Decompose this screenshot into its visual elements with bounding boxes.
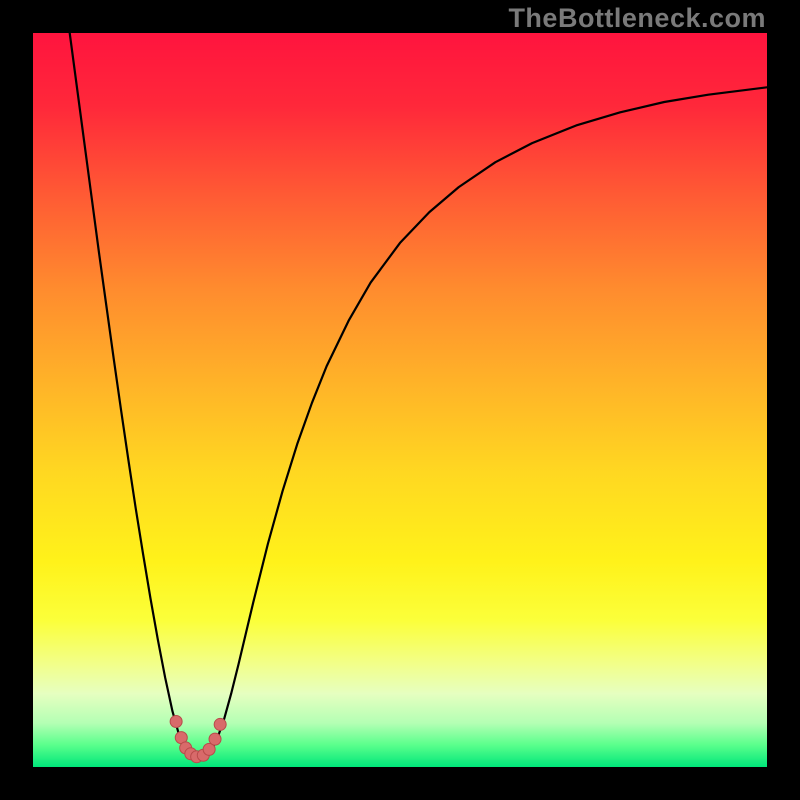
plot-svg <box>33 33 767 767</box>
curve-marker <box>170 715 182 727</box>
curve-marker <box>214 718 226 730</box>
curve-marker <box>209 733 221 745</box>
watermark-text: TheBottleneck.com <box>508 3 766 34</box>
chart-stage: TheBottleneck.com <box>0 0 800 800</box>
plot-background <box>33 33 767 767</box>
plot-area <box>33 33 767 767</box>
